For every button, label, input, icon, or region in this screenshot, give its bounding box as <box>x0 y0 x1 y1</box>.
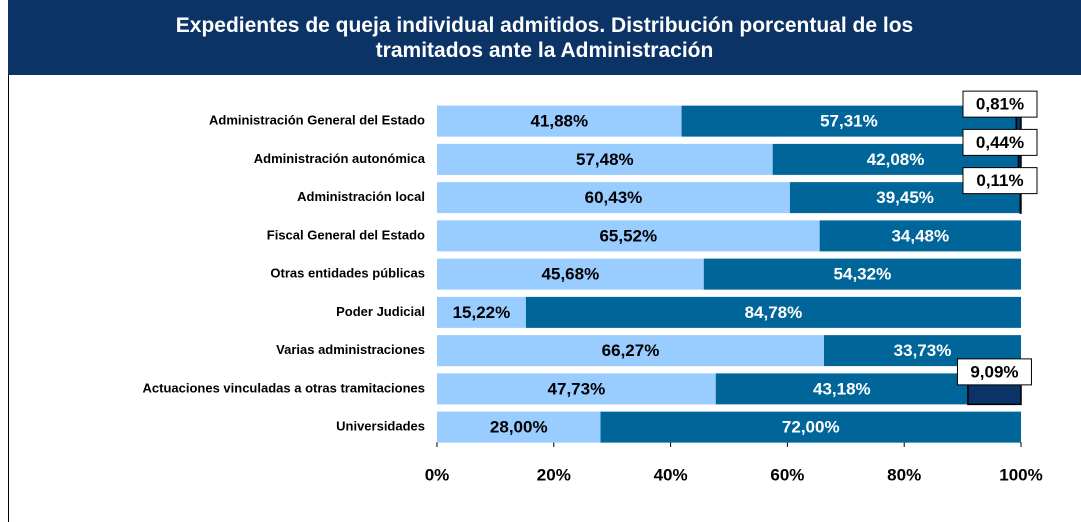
bar-segment <box>437 182 790 214</box>
bar-segment <box>437 335 825 367</box>
bar-segment <box>715 373 968 405</box>
x-tick-label: 20% <box>537 465 571 484</box>
bar-segment <box>819 220 1021 252</box>
bar-segment <box>437 220 820 252</box>
value-label: 34,48% <box>891 226 949 245</box>
category-label: Administración local <box>297 189 425 204</box>
value-label: 60,43% <box>585 188 643 207</box>
x-tick-label: 100% <box>999 465 1042 484</box>
x-tick-label: 40% <box>654 465 688 484</box>
value-label: 43,18% <box>813 379 871 398</box>
x-tick-label: 80% <box>887 465 921 484</box>
bar-segment <box>437 411 601 443</box>
category-label: Administración General del Estado <box>209 113 425 128</box>
value-label: 9,09% <box>970 362 1018 381</box>
bar-segment <box>437 143 773 175</box>
value-label: 0,44% <box>976 133 1024 152</box>
value-label: 57,31% <box>820 112 878 131</box>
bar-segment <box>437 296 526 328</box>
value-label: 54,32% <box>834 265 892 284</box>
category-label: Universidades <box>336 419 425 434</box>
value-label: 42,08% <box>867 150 925 169</box>
bar-segment <box>437 105 682 137</box>
x-tick-label: 0% <box>425 465 450 484</box>
x-tick-label: 60% <box>770 465 804 484</box>
value-label: 15,22% <box>453 303 511 322</box>
category-label: Actuaciones vinculadas a otras tramitaci… <box>143 380 426 395</box>
value-label: 57,48% <box>576 150 634 169</box>
bar-segment <box>437 373 716 405</box>
category-label: Administración autonómica <box>254 151 426 166</box>
bar-segment <box>600 411 1021 443</box>
bar-segment <box>703 258 1021 290</box>
value-label: 28,00% <box>490 418 548 437</box>
value-label: 0,11% <box>976 171 1023 190</box>
value-label: 47,73% <box>548 379 606 398</box>
value-label-box <box>962 167 1038 195</box>
value-label: 0,81% <box>976 95 1024 114</box>
category-label: Poder Judicial <box>336 304 425 319</box>
value-label: 65,52% <box>599 226 657 245</box>
value-label: 39,45% <box>876 188 934 207</box>
value-label: 72,00% <box>782 418 840 437</box>
value-label-box <box>962 90 1038 118</box>
value-label: 45,68% <box>542 265 600 284</box>
category-label: Varias administraciones <box>276 342 425 357</box>
chart-title: Expedientes de queja individual admitido… <box>8 0 1081 75</box>
value-label-box <box>956 358 1032 386</box>
value-label: 84,78% <box>745 303 803 322</box>
value-label: 33,73% <box>894 341 952 360</box>
bar-segment <box>681 105 1017 137</box>
value-label: 41,88% <box>530 112 588 131</box>
category-label: Otras entidades públicas <box>270 266 425 281</box>
bar-segment <box>525 296 1021 328</box>
value-label: 66,27% <box>602 341 660 360</box>
bar-segment <box>437 258 704 290</box>
value-label-box <box>962 128 1038 156</box>
category-label: Fiscal General del Estado <box>267 227 425 242</box>
